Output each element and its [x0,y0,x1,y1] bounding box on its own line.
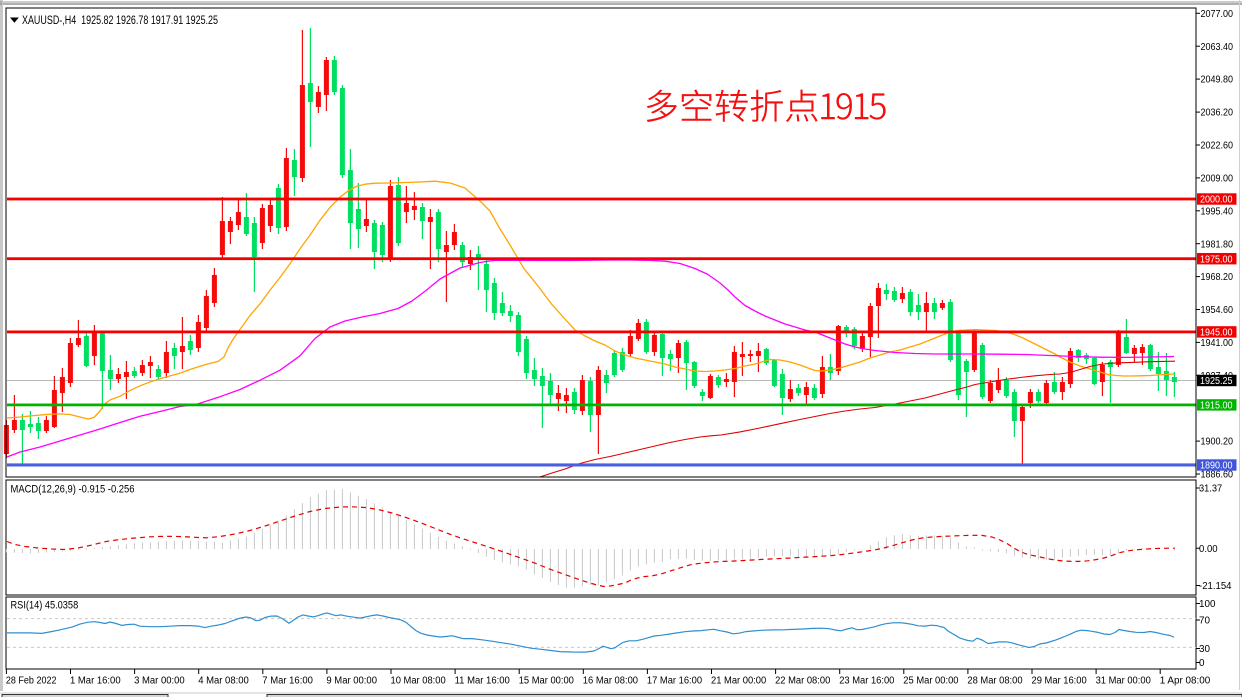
svg-text:1886.60: 1886.60 [1201,470,1234,481]
svg-text:2000.00: 2000.00 [1200,195,1233,206]
svg-text:29 Mar 16:00: 29 Mar 16:00 [1032,675,1088,686]
svg-text:1925.25: 1925.25 [1200,376,1233,387]
svg-text:30: 30 [1199,644,1210,655]
svg-text:2049.80: 2049.80 [1201,75,1234,86]
svg-text:0.00: 0.00 [1199,544,1218,555]
svg-text:1968.20: 1968.20 [1201,272,1234,283]
svg-text:31 Mar 00:00: 31 Mar 00:00 [1096,675,1152,686]
svg-text:2009.00: 2009.00 [1201,174,1234,185]
svg-text:1981.80: 1981.80 [1201,239,1234,250]
svg-text:7 Mar 16:00: 7 Mar 16:00 [262,675,313,686]
svg-text:2022.60: 2022.60 [1201,141,1234,152]
svg-text:17 Mar 16:00: 17 Mar 16:00 [647,675,703,686]
svg-text:4 Mar 08:00: 4 Mar 08:00 [198,675,249,686]
svg-text:70: 70 [1199,616,1210,627]
svg-text:1954.60: 1954.60 [1201,305,1234,316]
svg-text:15 Mar 00:00: 15 Mar 00:00 [519,675,575,686]
svg-text:28 Mar 08:00: 28 Mar 08:00 [967,675,1023,686]
svg-text:22 Mar 08:00: 22 Mar 08:00 [775,675,831,686]
svg-text:1 Mar 16:00: 1 Mar 16:00 [70,675,121,686]
svg-text:MACD(12,26,9) -0.915 -0.256: MACD(12,26,9) -0.915 -0.256 [11,483,135,495]
svg-text:XAUUSD-,H4 1925.82 1926.78 19: XAUUSD-,H4 1925.82 1926.78 1917.91 1925.… [22,15,218,27]
svg-text:1941.00: 1941.00 [1201,338,1234,349]
svg-text:1915.00: 1915.00 [1200,401,1233,412]
svg-text:23 Mar 16:00: 23 Mar 16:00 [839,675,895,686]
svg-text:2063.40: 2063.40 [1201,42,1234,53]
svg-text:1995.40: 1995.40 [1201,206,1234,217]
svg-text:16 Mar 08:00: 16 Mar 08:00 [583,675,639,686]
svg-text:1900.20: 1900.20 [1201,437,1234,448]
svg-text:100: 100 [1199,599,1216,610]
svg-text:25 Mar 00:00: 25 Mar 00:00 [903,675,959,686]
svg-text:1975.00: 1975.00 [1200,254,1233,265]
svg-text:11 Mar 16:00: 11 Mar 16:00 [455,675,511,686]
svg-text:3 Mar 00:00: 3 Mar 00:00 [134,675,185,686]
svg-text:28 Feb 2022: 28 Feb 2022 [6,675,57,686]
svg-text:0: 0 [1199,658,1205,669]
svg-text:9 Mar 00:00: 9 Mar 00:00 [326,675,377,686]
svg-text:2077.00: 2077.00 [1201,9,1234,20]
svg-text:1945.00: 1945.00 [1200,328,1233,339]
svg-text:1 Apr 08:00: 1 Apr 08:00 [1160,675,1211,686]
svg-text:21 Mar 00:00: 21 Mar 00:00 [711,675,767,686]
svg-text:10 Mar 08:00: 10 Mar 08:00 [391,675,447,686]
svg-text:RSI(14) 45.0358: RSI(14) 45.0358 [11,599,79,611]
svg-text:1890.00: 1890.00 [1200,461,1233,472]
svg-text:2036.20: 2036.20 [1201,108,1234,119]
svg-text:31.37: 31.37 [1199,484,1223,495]
svg-text:-21.154: -21.154 [1199,581,1232,592]
